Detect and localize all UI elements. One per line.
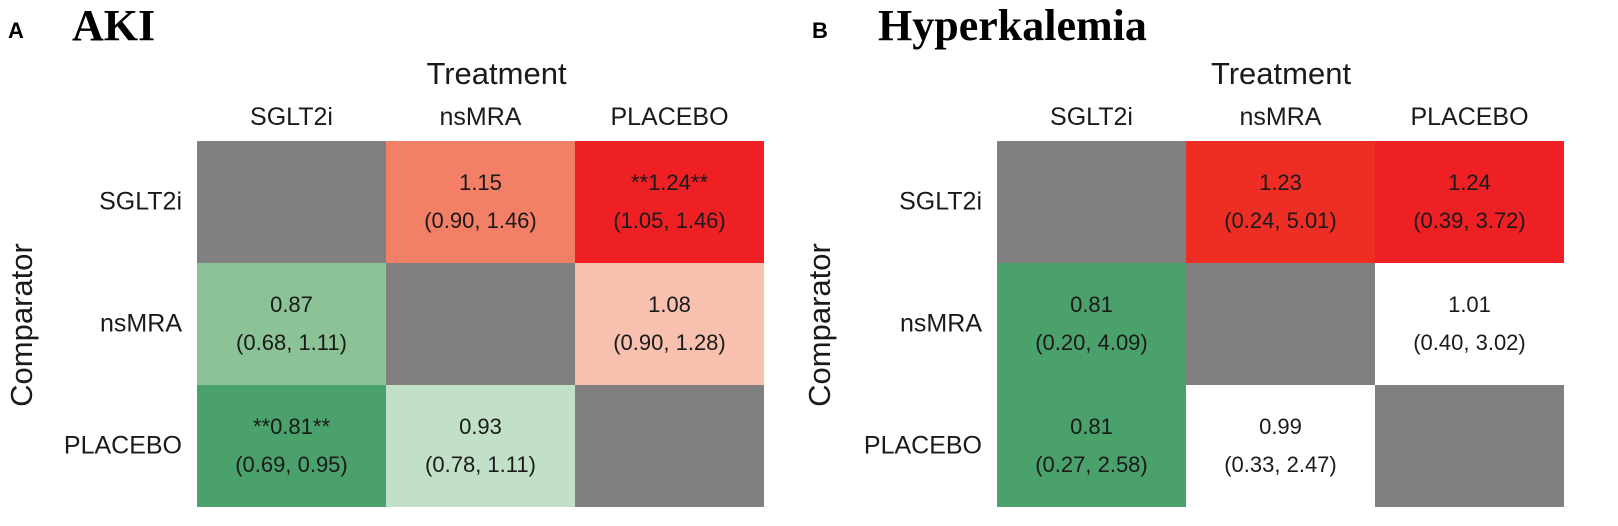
heatmap-cell: 0.81 (0.20, 4.09) — [997, 263, 1186, 385]
cell-value: 1.15 — [459, 170, 502, 195]
column-label-nsmra: nsMRA — [439, 103, 522, 131]
cell-ci: (1.05, 1.46) — [613, 208, 726, 233]
heatmap-cell: 1.23 (0.24, 5.01) — [1186, 141, 1375, 263]
cell-ci: (0.33, 2.47) — [1224, 452, 1337, 477]
column-label-sglt2i: SGLT2i — [250, 103, 333, 131]
heatmap-cell-empty — [386, 263, 575, 385]
heatmap-cell: **0.81** (0.69, 0.95) — [197, 385, 386, 507]
cell-value: 0.93 — [459, 414, 502, 439]
heatmap-cell: 0.87 (0.68, 1.11) — [197, 263, 386, 385]
column-label-sglt2i: SGLT2i — [1050, 103, 1133, 131]
panel-letter: B — [812, 18, 828, 43]
cell-value: 0.99 — [1259, 414, 1302, 439]
heatmap-cell: 1.01 (0.40, 3.02) — [1375, 263, 1564, 385]
heatmap-cell-empty — [997, 141, 1186, 263]
cell-ci: (0.27, 2.58) — [1035, 452, 1148, 477]
cell-value: 1.01 — [1448, 292, 1491, 317]
heatmap-cell-empty — [1375, 385, 1564, 507]
cell-ci: (0.78, 1.11) — [425, 452, 536, 477]
cell-ci: (0.90, 1.46) — [424, 208, 537, 233]
cell-ci: (0.68, 1.11) — [236, 330, 347, 355]
row-label-sglt2i: SGLT2i — [99, 187, 182, 216]
cell-value: 0.81 — [1070, 414, 1113, 439]
heatmap-cell-empty — [575, 385, 764, 507]
cell-ci: (0.40, 3.02) — [1413, 330, 1526, 355]
x-axis-label: Treatment — [426, 56, 567, 91]
chart-title: Hyperkalemia — [878, 1, 1147, 50]
panel-a-aki: A AKI Treatment Comparator SGLT2i nsMRA PL… — [0, 0, 790, 526]
heatmap-cell: 0.99 (0.33, 2.47) — [1186, 385, 1375, 507]
cell-value: 1.24 — [1448, 170, 1491, 195]
row-label-nsmra: nsMRA — [900, 309, 982, 338]
x-axis-label: Treatment — [1210, 56, 1352, 91]
row-label-placebo: PLACEBO — [63, 431, 182, 460]
cell-value: **0.81** — [252, 414, 331, 439]
cell-ci: (0.20, 4.09) — [1035, 330, 1148, 355]
cell-value: 1.23 — [1259, 170, 1302, 195]
panel-b-hyperkalemia: B Hyperkalemia Treatment Comparator SGLT… — [800, 0, 1618, 526]
heatmap-cell: 0.93 (0.78, 1.11) — [386, 385, 575, 507]
cell-value: 0.87 — [270, 292, 313, 317]
cell-ci: (0.90, 1.28) — [613, 330, 726, 355]
cell-value: **1.24** — [630, 170, 709, 195]
row-label-placebo: PLACEBO — [863, 431, 982, 460]
row-label-nsmra: nsMRA — [100, 309, 182, 338]
heatmap-cell: **1.24** (1.05, 1.46) — [575, 141, 764, 263]
heatmap-cell: 1.08 (0.90, 1.28) — [575, 263, 764, 385]
panel-letter: A — [8, 18, 24, 43]
cell-ci: (0.24, 5.01) — [1224, 208, 1337, 233]
y-axis-label: Comparator — [802, 243, 837, 407]
y-axis-label: Comparator — [4, 243, 39, 407]
cell-value: 0.81 — [1070, 292, 1113, 317]
column-label-placebo: PLACEBO — [610, 103, 729, 131]
cell-value: 1.08 — [648, 292, 691, 317]
column-label-placebo: PLACEBO — [1410, 103, 1529, 131]
cell-ci: (0.39, 3.72) — [1413, 208, 1526, 233]
heatmap-cell-empty — [197, 141, 386, 263]
row-label-sglt2i: SGLT2i — [899, 187, 982, 216]
heatmap-cell-empty — [1186, 263, 1375, 385]
heatmap-cell: 0.81 (0.27, 2.58) — [997, 385, 1186, 507]
chart-title: AKI — [72, 1, 156, 50]
column-label-nsmra: nsMRA — [1239, 103, 1322, 131]
cell-ci: (0.69, 0.95) — [235, 452, 348, 477]
heatmap-cell: 1.24 (0.39, 3.72) — [1375, 141, 1564, 263]
heatmap-cell: 1.15 (0.90, 1.46) — [386, 141, 575, 263]
